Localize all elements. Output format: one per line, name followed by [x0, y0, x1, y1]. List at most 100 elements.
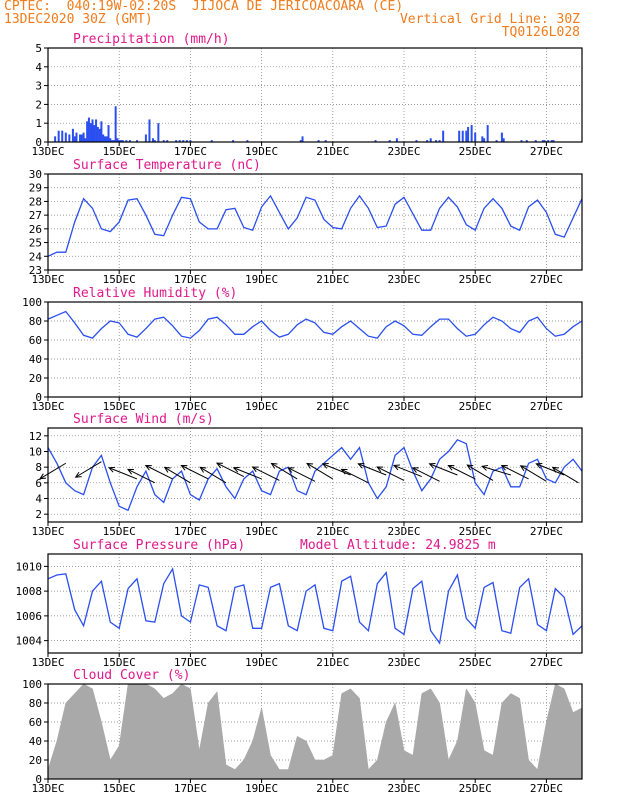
precipitation-bar: [153, 140, 156, 142]
precipitation-bar: [136, 140, 138, 142]
y-tick-label: 1010: [16, 560, 43, 573]
wind-arrow-shaft: [181, 465, 209, 480]
wind-arrow-shaft: [233, 467, 262, 480]
precipitation-bar: [182, 140, 185, 142]
x-tick-label: 23DEC: [387, 525, 420, 538]
wind-arrow-head: [480, 464, 489, 471]
x-tick-label: 19DEC: [245, 525, 278, 538]
wind-arrow-head: [39, 473, 47, 480]
x-tick-label: 17DEC: [174, 145, 207, 158]
precipitation-bar: [71, 128, 74, 142]
wind-arrow-shaft: [393, 464, 422, 478]
precipitation-bar: [502, 138, 505, 142]
wind-arrow-shaft: [501, 465, 529, 480]
precipitation-bar: [210, 140, 213, 142]
wind-arrow-shaft: [75, 461, 102, 478]
y-tick-label: 0: [35, 773, 42, 786]
panel-frame: [47, 47, 583, 143]
wind-arrow-shaft: [429, 463, 458, 476]
y-tick-label: 80: [29, 315, 42, 328]
precipitation-bar: [98, 128, 101, 142]
x-tick-label: 23DEC: [387, 400, 420, 413]
wind-arrow: [411, 467, 440, 482]
wind-arrow-shaft: [376, 466, 405, 481]
precipitation-bar: [87, 117, 90, 142]
panel-frame: [47, 553, 583, 654]
precipitation-bar: [114, 106, 117, 142]
wind-arrow: [500, 464, 529, 480]
wind-arrow-head: [108, 466, 116, 473]
precipitation-bar: [79, 134, 82, 142]
precipitation-bar: [552, 140, 555, 142]
x-tick-label: 23DEC: [387, 273, 420, 286]
header-grid-line-note: Vertical Grid Line: 30Z: [399, 12, 580, 27]
wind-arrow-shaft: [252, 466, 280, 481]
y-tick-label: 80: [29, 697, 42, 710]
precipitation-bar: [299, 140, 302, 142]
precipitation-bar: [166, 140, 169, 142]
wind-arrow-head: [392, 464, 400, 471]
wind-arrow-shaft: [164, 466, 191, 484]
wind-arrow: [180, 464, 209, 480]
precipitation-bar: [125, 140, 128, 142]
precipitation-bar: [189, 140, 192, 142]
wind-arrow-shaft: [341, 468, 369, 484]
series-line: [47, 438, 583, 512]
precipitation-bar: [144, 134, 147, 142]
panel-title: Surface Wind (m/s): [73, 412, 214, 427]
precipitation-bar: [162, 140, 165, 142]
precipitation-bar: [232, 140, 235, 142]
x-tick-label: 13DEC: [31, 273, 64, 286]
wind-arrow: [199, 466, 227, 484]
precipitation-bar: [152, 138, 155, 142]
x-tick-label: 15DEC: [103, 145, 136, 158]
y-tick-label: 20: [29, 372, 42, 385]
wind-arrow-head: [163, 466, 171, 473]
wind-arrow-shaft: [39, 462, 67, 480]
precipitation-bar: [86, 121, 89, 142]
panel-frame: [47, 173, 583, 271]
wind-arrow: [428, 462, 458, 476]
wind-arrow: [270, 462, 298, 480]
precipitation-bar: [157, 123, 160, 142]
x-tick-label: 19DEC: [245, 656, 278, 669]
precipitation-bar: [93, 125, 96, 142]
precipitation-bar: [470, 125, 473, 142]
x-tick-label: 21DEC: [316, 400, 349, 413]
wind-arrow: [357, 462, 387, 476]
precipitation-bar: [95, 119, 98, 142]
precipitation-bar: [128, 140, 131, 142]
precipitation-bar: [317, 140, 320, 142]
x-tick-label: 21DEC: [316, 273, 349, 286]
x-tick-label: 13DEC: [31, 656, 64, 669]
wind-arrow-head: [535, 462, 543, 469]
x-tick-label: 25DEC: [459, 782, 492, 795]
y-tick-label: 30: [29, 168, 42, 181]
precipitation-bar: [461, 130, 464, 142]
wind-arrow-shaft: [145, 465, 173, 480]
x-tick-label: 27DEC: [530, 782, 563, 795]
x-tick-label: 25DEC: [459, 656, 492, 669]
x-tick-label: 15DEC: [103, 656, 136, 669]
x-tick-label: 19DEC: [245, 273, 278, 286]
precipitation-bar: [374, 140, 377, 142]
series-line: [47, 310, 583, 339]
y-tick-label: 26: [29, 223, 42, 236]
y-tick-label: 60: [29, 716, 42, 729]
precipitation-bar: [175, 140, 178, 142]
panel-title: Precipitation (mm/h): [73, 32, 230, 47]
precipitation-bar: [103, 136, 106, 142]
y-tick-label: 60: [29, 334, 42, 347]
x-tick-label: 27DEC: [530, 656, 563, 669]
precipitation-bar: [525, 140, 528, 142]
y-tick-label: 8: [35, 461, 42, 474]
wind-arrow: [251, 466, 280, 481]
wind-arrow: [163, 466, 191, 484]
precipitation-bar: [435, 140, 438, 142]
precipitation-bar: [543, 140, 546, 142]
wind-arrow: [376, 466, 405, 481]
y-tick-label: 23: [29, 264, 42, 277]
wind-arrow-shaft: [467, 464, 494, 481]
precipitation-bar: [121, 140, 124, 142]
